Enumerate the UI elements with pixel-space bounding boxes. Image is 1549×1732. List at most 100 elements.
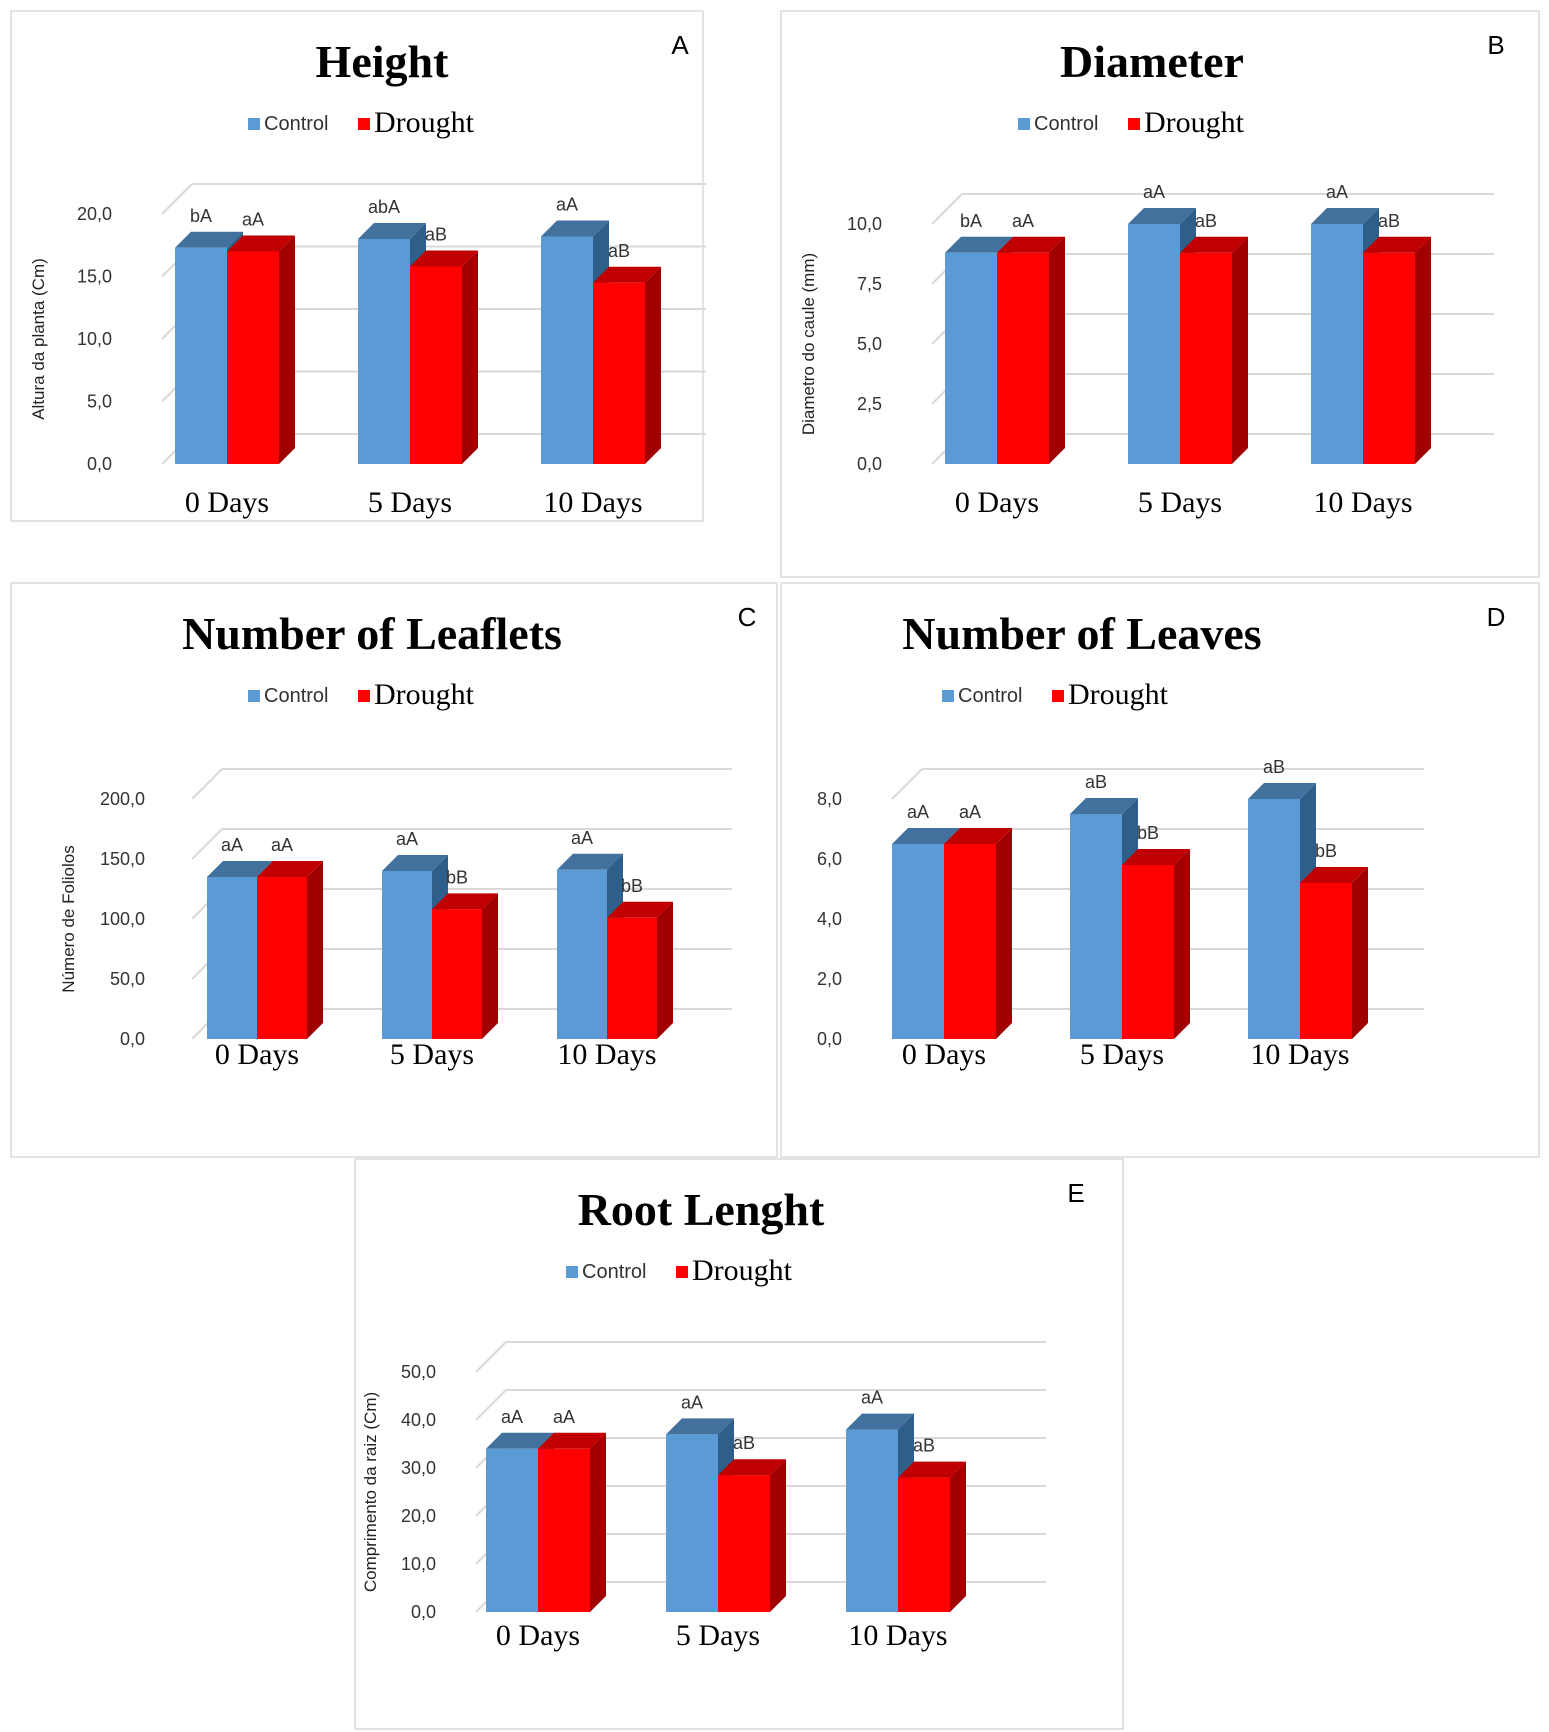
data-label: aA xyxy=(907,802,929,822)
y-tick-label: 10,0 xyxy=(401,1554,436,1574)
data-label: aB xyxy=(608,241,630,261)
y-tick-label: 0,0 xyxy=(87,454,112,474)
data-label: aB xyxy=(1263,757,1285,777)
gridline-diagonal xyxy=(191,768,223,800)
bar-drought xyxy=(227,251,279,464)
bar-top-drought xyxy=(607,901,673,918)
bar-top-control xyxy=(846,1413,914,1430)
bar-drought xyxy=(607,917,657,1039)
bar-side-drought xyxy=(1174,849,1190,1039)
bar-drought xyxy=(1363,252,1415,464)
y-tick-label: 150,0 xyxy=(100,849,145,869)
legend-label-control: Control xyxy=(582,1261,646,1283)
bar-side-drought xyxy=(1049,236,1065,464)
x-tick-label: 10 Days xyxy=(557,1038,656,1071)
bar-drought xyxy=(944,844,996,1039)
chart-panel-b: Diameter B Control Drought 0,0 2,5 5,0 7,5 10,0 D… xyxy=(780,10,1540,578)
chart-b-svg: Diameter B Control Drought 0,0 2,5 5,0 7,5 10,0 D… xyxy=(799,30,1505,519)
data-label: aA xyxy=(242,210,264,230)
x-tick-label: 0 Days xyxy=(496,1619,580,1652)
data-label: aB xyxy=(1195,211,1217,231)
bar-control xyxy=(557,869,607,1039)
legend-label-drought: Drought xyxy=(692,1254,793,1287)
legend-swatch-control xyxy=(1018,118,1030,130)
data-label: bA xyxy=(960,211,982,231)
y-axis-label: Diametro do caule (mm) xyxy=(799,253,818,435)
panel-letter: A xyxy=(671,30,689,60)
legend-label-drought: Drought xyxy=(374,106,475,139)
y-tick-label: 8,0 xyxy=(817,789,842,809)
bar-top-control xyxy=(175,231,243,248)
bar-top-control xyxy=(557,853,623,870)
y-tick-label: 20,0 xyxy=(401,1506,436,1526)
bar-side-drought xyxy=(657,901,673,1039)
y-tick-label: 10,0 xyxy=(77,329,112,349)
bar-side-drought xyxy=(462,250,478,464)
bar-side-drought xyxy=(590,1432,606,1612)
bar-top-control xyxy=(1128,208,1196,224)
bar-side-drought xyxy=(1415,236,1431,464)
data-label: aA xyxy=(221,835,243,855)
y-tick-label: 2,0 xyxy=(817,969,842,989)
data-label: aA xyxy=(681,1392,703,1412)
gridline-diagonal xyxy=(161,183,193,215)
y-tick-label: 15,0 xyxy=(77,267,112,287)
bar-control xyxy=(358,239,410,464)
y-tick-label: 7,5 xyxy=(857,274,882,294)
y-tick-label: 0,0 xyxy=(857,454,882,474)
y-tick-label: 200,0 xyxy=(100,789,145,809)
y-tick-label: 10,0 xyxy=(847,214,882,234)
data-label: bB xyxy=(446,867,468,887)
bar-top-drought xyxy=(1122,849,1190,865)
legend-swatch-control xyxy=(248,118,260,130)
bar-side-drought xyxy=(1352,867,1368,1039)
bar-top-control xyxy=(1070,798,1138,814)
chart-title: Diameter xyxy=(1060,36,1244,87)
x-tick-label: 10 Days xyxy=(543,486,642,519)
y-tick-label: 5,0 xyxy=(857,334,882,354)
legend-label-drought: Drought xyxy=(374,678,475,711)
y-tick-label: 0,0 xyxy=(817,1029,842,1049)
data-label: aB xyxy=(425,225,447,245)
y-tick-label: 100,0 xyxy=(100,909,145,929)
bar-control xyxy=(1248,799,1300,1039)
x-tick-label: 5 Days xyxy=(368,486,452,519)
bar-top-control xyxy=(207,861,273,877)
legend-swatch-drought xyxy=(1128,118,1140,130)
bar-top-control xyxy=(541,220,609,237)
bar-drought xyxy=(538,1448,590,1612)
gridline-diagonal xyxy=(931,193,963,225)
bar-top-drought xyxy=(1180,236,1248,253)
bar-control xyxy=(846,1429,898,1612)
data-label: aB xyxy=(1085,772,1107,792)
bar-top-control xyxy=(945,236,1013,253)
y-tick-label: 0,0 xyxy=(411,1602,436,1622)
chart-c-svg: Number of Leaflets C Control Drought 0,0 50,0… xyxy=(59,602,757,1071)
data-label: aA xyxy=(1143,182,1165,202)
y-tick-label: 30,0 xyxy=(401,1458,436,1478)
legend-label-drought: Drought xyxy=(1144,106,1245,139)
chart-title: Number of Leaves xyxy=(902,608,1261,659)
x-tick-label: 0 Days xyxy=(215,1038,299,1071)
data-label: bA xyxy=(190,206,212,226)
x-tick-label: 10 Days xyxy=(848,1619,947,1652)
bar-drought xyxy=(898,1477,950,1612)
data-label: aA xyxy=(1012,211,1034,231)
x-tick-label: 10 Days xyxy=(1250,1038,1349,1071)
bar-drought xyxy=(718,1475,770,1612)
data-label: aA xyxy=(501,1407,523,1427)
bar-side-drought xyxy=(996,828,1012,1039)
bar-control xyxy=(382,871,432,1039)
legend-swatch-drought xyxy=(358,690,370,702)
data-label: aA xyxy=(571,828,593,848)
bar-top-drought xyxy=(432,893,498,910)
panel-letter: D xyxy=(1487,602,1506,632)
bar-control xyxy=(486,1448,538,1612)
bar-side-drought xyxy=(1232,236,1248,464)
panel-letter: C xyxy=(738,602,757,632)
x-tick-label: 10 Days xyxy=(1313,486,1412,519)
bar-top-control xyxy=(382,855,448,871)
chart-e-svg: Root Lenght E Control Drought 0,0 10,0 20,0 30,… xyxy=(361,1178,1085,1652)
gridline-diagonal xyxy=(475,1341,507,1373)
legend-label-control: Control xyxy=(958,685,1022,707)
